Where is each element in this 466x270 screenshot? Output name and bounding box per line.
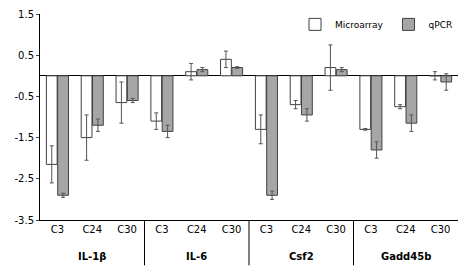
svg-text:Gadd45b: Gadd45b [381,251,431,262]
svg-text:IL-6: IL-6 [186,251,207,262]
svg-text:C3: C3 [260,224,273,235]
svg-text:-0.5: -0.5 [14,91,34,102]
svg-text:C30: C30 [431,224,451,235]
svg-text:C24: C24 [291,224,311,235]
svg-text:Microarray: Microarray [335,20,383,30]
svg-text:-1.5: -1.5 [14,132,34,143]
svg-text:C24: C24 [82,224,102,235]
svg-text:C30: C30 [326,224,346,235]
svg-text:1.5: 1.5 [18,9,34,20]
svg-text:Csf2: Csf2 [289,251,314,262]
svg-text:-2.5: -2.5 [14,173,34,184]
svg-text:0.5: 0.5 [18,50,34,61]
svg-text:-3.5: -3.5 [14,215,34,226]
svg-text:C3: C3 [51,224,64,235]
svg-text:C30: C30 [117,224,137,235]
svg-text:IL-1β: IL-1β [78,251,106,262]
svg-text:C24: C24 [187,224,207,235]
svg-text:C24: C24 [396,224,416,235]
svg-text:qPCR: qPCR [428,20,452,30]
svg-text:C3: C3 [155,224,168,235]
svg-text:C3: C3 [364,224,377,235]
svg-text:C30: C30 [222,224,242,235]
